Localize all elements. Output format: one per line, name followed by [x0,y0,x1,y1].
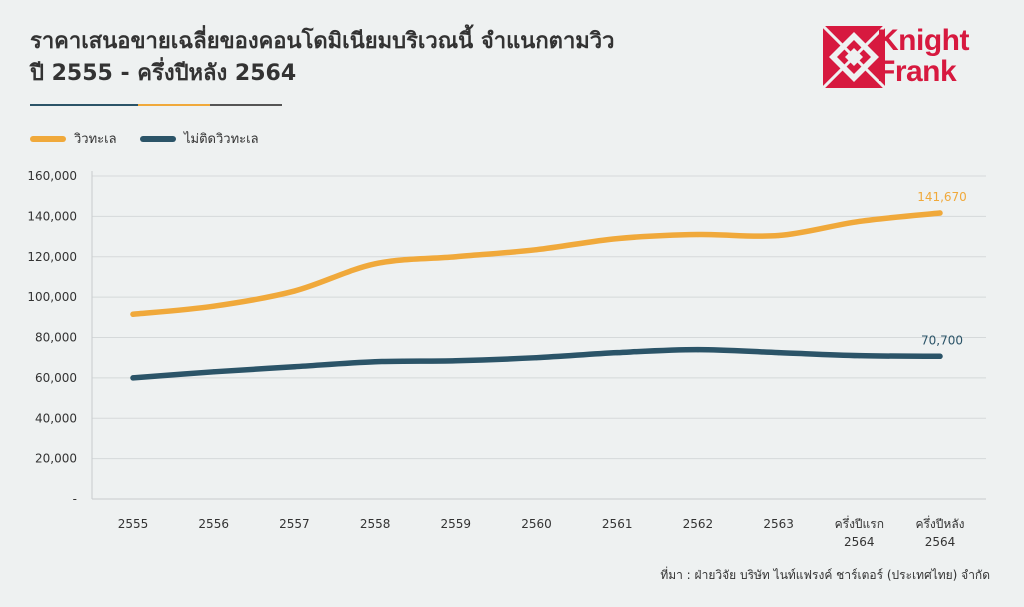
data-point [453,254,459,260]
series-line-0 [130,210,943,318]
series-line-1 [130,346,943,381]
y-tick-label: 80,000 [35,331,77,345]
x-tick-label: 2557 [279,517,310,531]
x-tick-label: 2556 [198,517,229,531]
data-point [211,369,217,375]
legend-swatch-sea-view [30,135,66,142]
data-point [937,353,943,359]
x-tick-label: 2561 [602,517,633,531]
x-tick-label: 2555 [118,517,149,531]
y-tick-label: 160,000 [27,169,77,183]
data-point [695,347,701,353]
y-tick-label: 140,000 [27,209,77,223]
legend-label-no-sea-view: ไม่ติดวิวทะเล [184,132,259,147]
data-point [856,353,862,359]
knight-frank-logo-icon [821,24,887,92]
data-point [291,364,297,370]
y-tick-label: 100,000 [27,290,77,304]
x-tick-label: 2563 [763,517,794,531]
data-label: 70,700 [921,333,963,347]
title-line-1: ราคาเสนอขายเฉลี่ยของคอนโดมิเนียมบริเวณนี… [30,29,615,54]
x-tick-label: 2562 [683,517,714,531]
data-point [533,247,540,253]
data-point [614,350,620,356]
data-point [533,355,540,361]
y-tick-label: 40,000 [35,411,77,425]
data-point [937,210,943,216]
legend-item-sea-view: วิวทะเล [30,128,117,149]
y-tick-label: 20,000 [35,452,77,466]
legend-label-sea-view: วิวทะเล [74,132,117,147]
x-tick-label: ครึ่งปีหลัง 2564 [915,515,964,549]
x-tick-label: 2559 [441,517,472,531]
data-point [695,231,701,238]
data-point [614,235,620,242]
data-point [453,358,459,364]
legend-item-no-sea-view: ไม่ติดวิวทะเล [140,128,259,149]
data-point [372,359,378,365]
data-point [776,350,782,356]
data-point [372,261,378,267]
data-label: 141,670 [917,190,967,204]
legend-swatch-no-sea-view [140,135,176,142]
data-point [130,375,136,381]
y-tick-label: - [73,492,77,506]
y-tick-label: 60,000 [35,371,77,385]
x-tick-label: 2558 [360,517,391,531]
chart-title: ราคาเสนอขายเฉลี่ยของคอนโดมิเนียมบริเวณนี… [30,26,770,90]
x-tick-label: ครึ่งปีแรก 2564 [835,515,884,549]
x-tick-label: 2560 [521,517,552,531]
data-point [291,288,297,294]
data-point [856,218,862,225]
data-point [211,303,217,309]
title-underline [30,104,282,106]
y-tick-label: 120,000 [27,250,77,264]
source-note: ที่มา : ฝ่ายวิจัย บริษัท ไนท์แฟรงค์ ชาร์… [660,568,990,582]
data-point [130,311,136,317]
data-point [776,232,782,239]
knight-frank-wordmark: Knight Frank [877,24,969,88]
title-line-2: ปี 2555 - ครึ่งปีหลัง 2564 [30,61,297,86]
